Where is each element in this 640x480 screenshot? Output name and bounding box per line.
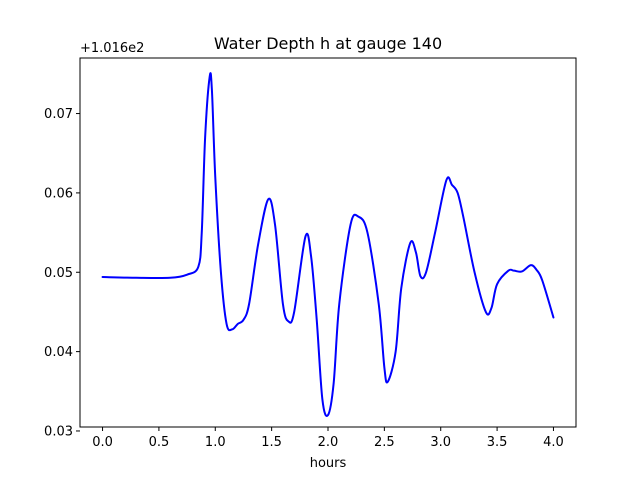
x-tick-label: 3.0 <box>430 435 451 450</box>
plot-area: 0.0 0.5 1.0 1.5 2.0 2.5 3.0 3.5 4.0 0.03 0.04 0.05… <box>44 57 577 450</box>
x-tick-label: 0.0 <box>92 435 113 450</box>
y-tick-label: 0.03 <box>44 424 73 439</box>
y-tick-label: 0.07 <box>44 107 73 122</box>
series-line <box>101 72 555 417</box>
chart-title: Water Depth h at gauge 140 <box>214 34 442 53</box>
x-tick-label: 2.0 <box>318 435 339 450</box>
y-offset-label: +1.016e2 <box>80 41 144 56</box>
x-tick-label: 4.0 <box>543 435 564 450</box>
y-tick-label: 0.06 <box>44 186 73 201</box>
x-tick-label: 2.5 <box>374 435 395 450</box>
x-tick-label: 1.5 <box>261 435 282 450</box>
x-tick-label: 3.5 <box>487 435 508 450</box>
x-axis-ticks: 0.0 0.5 1.0 1.5 2.0 2.5 3.0 3.5 4.0 <box>92 427 564 450</box>
y-tick-label: 0.04 <box>44 345 73 360</box>
x-tick-label: 0.5 <box>149 435 170 450</box>
x-axis-label: hours <box>310 456 347 471</box>
y-tick-label: 0.05 <box>44 266 73 281</box>
x-tick-label: 1.0 <box>205 435 226 450</box>
y-axis-ticks: 0.03 0.04 0.05 0.06 0.07 <box>44 107 80 439</box>
